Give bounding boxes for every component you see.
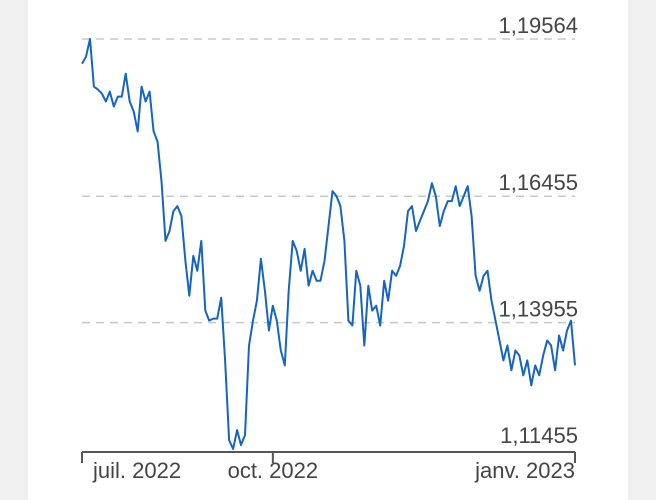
price-line xyxy=(81,38,576,450)
side-margin xyxy=(628,0,656,500)
side-margin xyxy=(0,0,28,500)
y-tick-label: 1,16455 xyxy=(498,170,578,195)
y-tick-label: 1,19564 xyxy=(498,13,578,38)
x-tick-label: juil. 2022 xyxy=(92,458,181,483)
y-tick-label: 1,11455 xyxy=(500,423,578,448)
x-tick-label: oct. 2022 xyxy=(228,458,319,483)
x-tick-label: janv. 2023 xyxy=(474,458,575,483)
y-tick-label: 1,13955 xyxy=(498,297,578,322)
